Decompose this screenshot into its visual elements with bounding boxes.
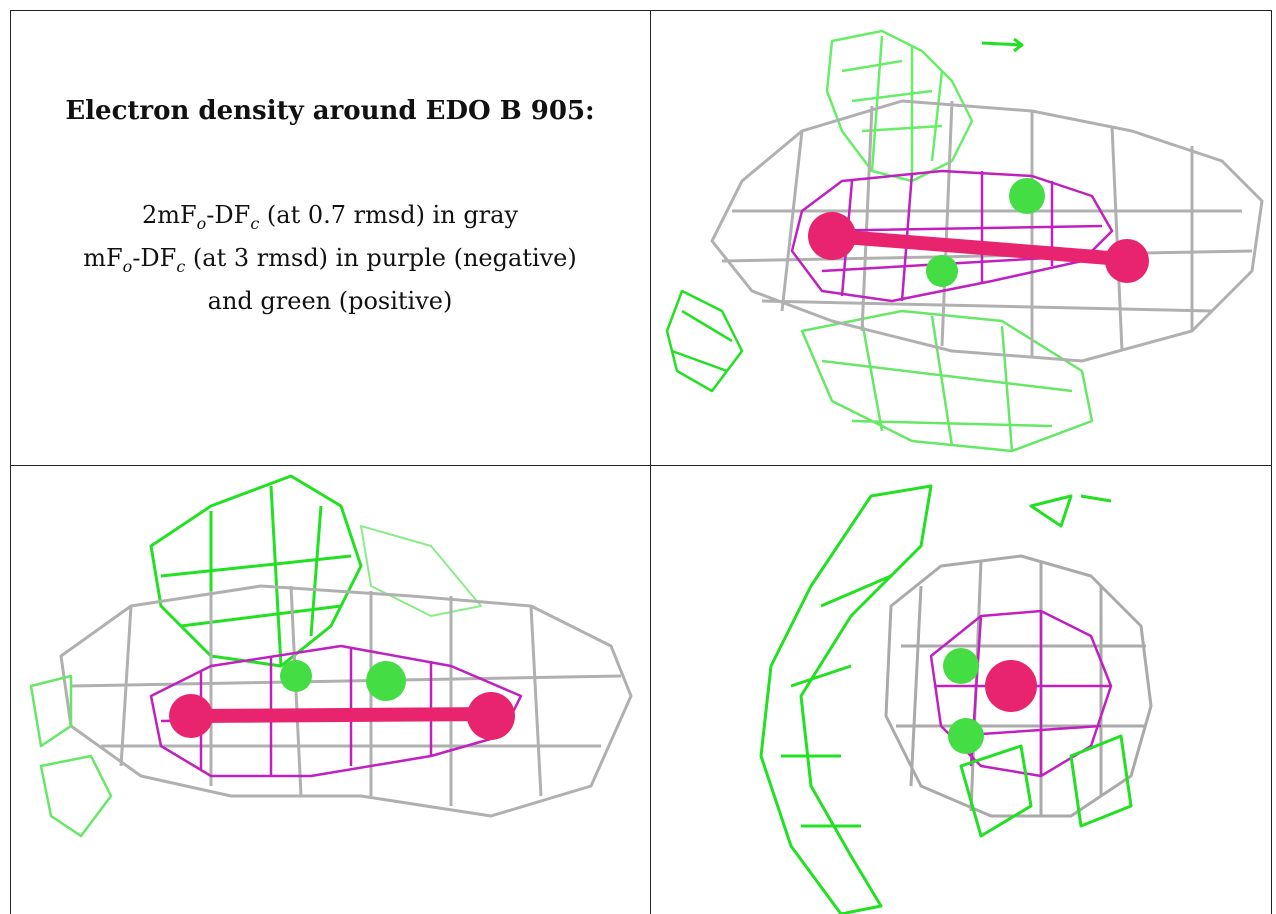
green-mesh-right (959, 734, 1133, 838)
caption-line-3: and green (positive) (207, 286, 453, 315)
green-mesh-top (825, 29, 974, 183)
oxygen-atom-left (808, 212, 856, 260)
caption-line-2: mFo-DFc (at 3 rmsd) in purple (negative) (83, 243, 577, 276)
density-view-bottom-right (651, 466, 1271, 914)
carbon-atom-1 (366, 661, 406, 701)
carbon-atom-1 (943, 648, 979, 684)
oxygen-atom-right (467, 692, 515, 740)
green-mesh-small-top (1029, 494, 1112, 528)
green-mesh-top (149, 474, 363, 668)
oxygen-atom-front (985, 660, 1037, 712)
border-middle-vertical (650, 10, 651, 914)
density-view-top-right (652, 11, 1271, 464)
border-right (1271, 10, 1272, 914)
green-mesh-arc (759, 484, 933, 914)
density-view-bottom-left (11, 466, 649, 914)
border-middle-horizontal (10, 465, 1272, 466)
ligand-atoms (943, 648, 1037, 754)
gray-mesh (710, 99, 1264, 363)
border-top (10, 10, 1272, 11)
border-left (10, 10, 11, 914)
caption-line-1: 2mFo-DFc (at 0.7 rmsd) in gray (141, 201, 519, 233)
green-mesh-left (29, 674, 113, 838)
carbon-atom-2 (926, 255, 958, 287)
caption-cell: Electron density around EDO B 905: 2mFo-… (10, 0, 650, 465)
oxygen-atom-left (169, 694, 213, 738)
ligand-atoms (808, 178, 1149, 287)
caption-description: 2mFo-DFc (at 0.7 rmsd) in gray mFo-DFc (… (10, 198, 650, 319)
gray-mesh (59, 584, 633, 818)
carbon-atom-2 (280, 660, 312, 692)
green-mesh-left (665, 289, 744, 393)
caption-title: Electron density around EDO B 905: (65, 96, 595, 126)
green-mesh-top-faint (360, 525, 482, 617)
oxygen-atom-right (1105, 239, 1149, 283)
green-mesh-bottom (800, 309, 1094, 453)
carbon-atom-2 (948, 718, 984, 754)
green-arrow-top (981, 37, 1024, 53)
carbon-atom-1 (1009, 178, 1045, 214)
ligand-atoms (169, 660, 515, 740)
